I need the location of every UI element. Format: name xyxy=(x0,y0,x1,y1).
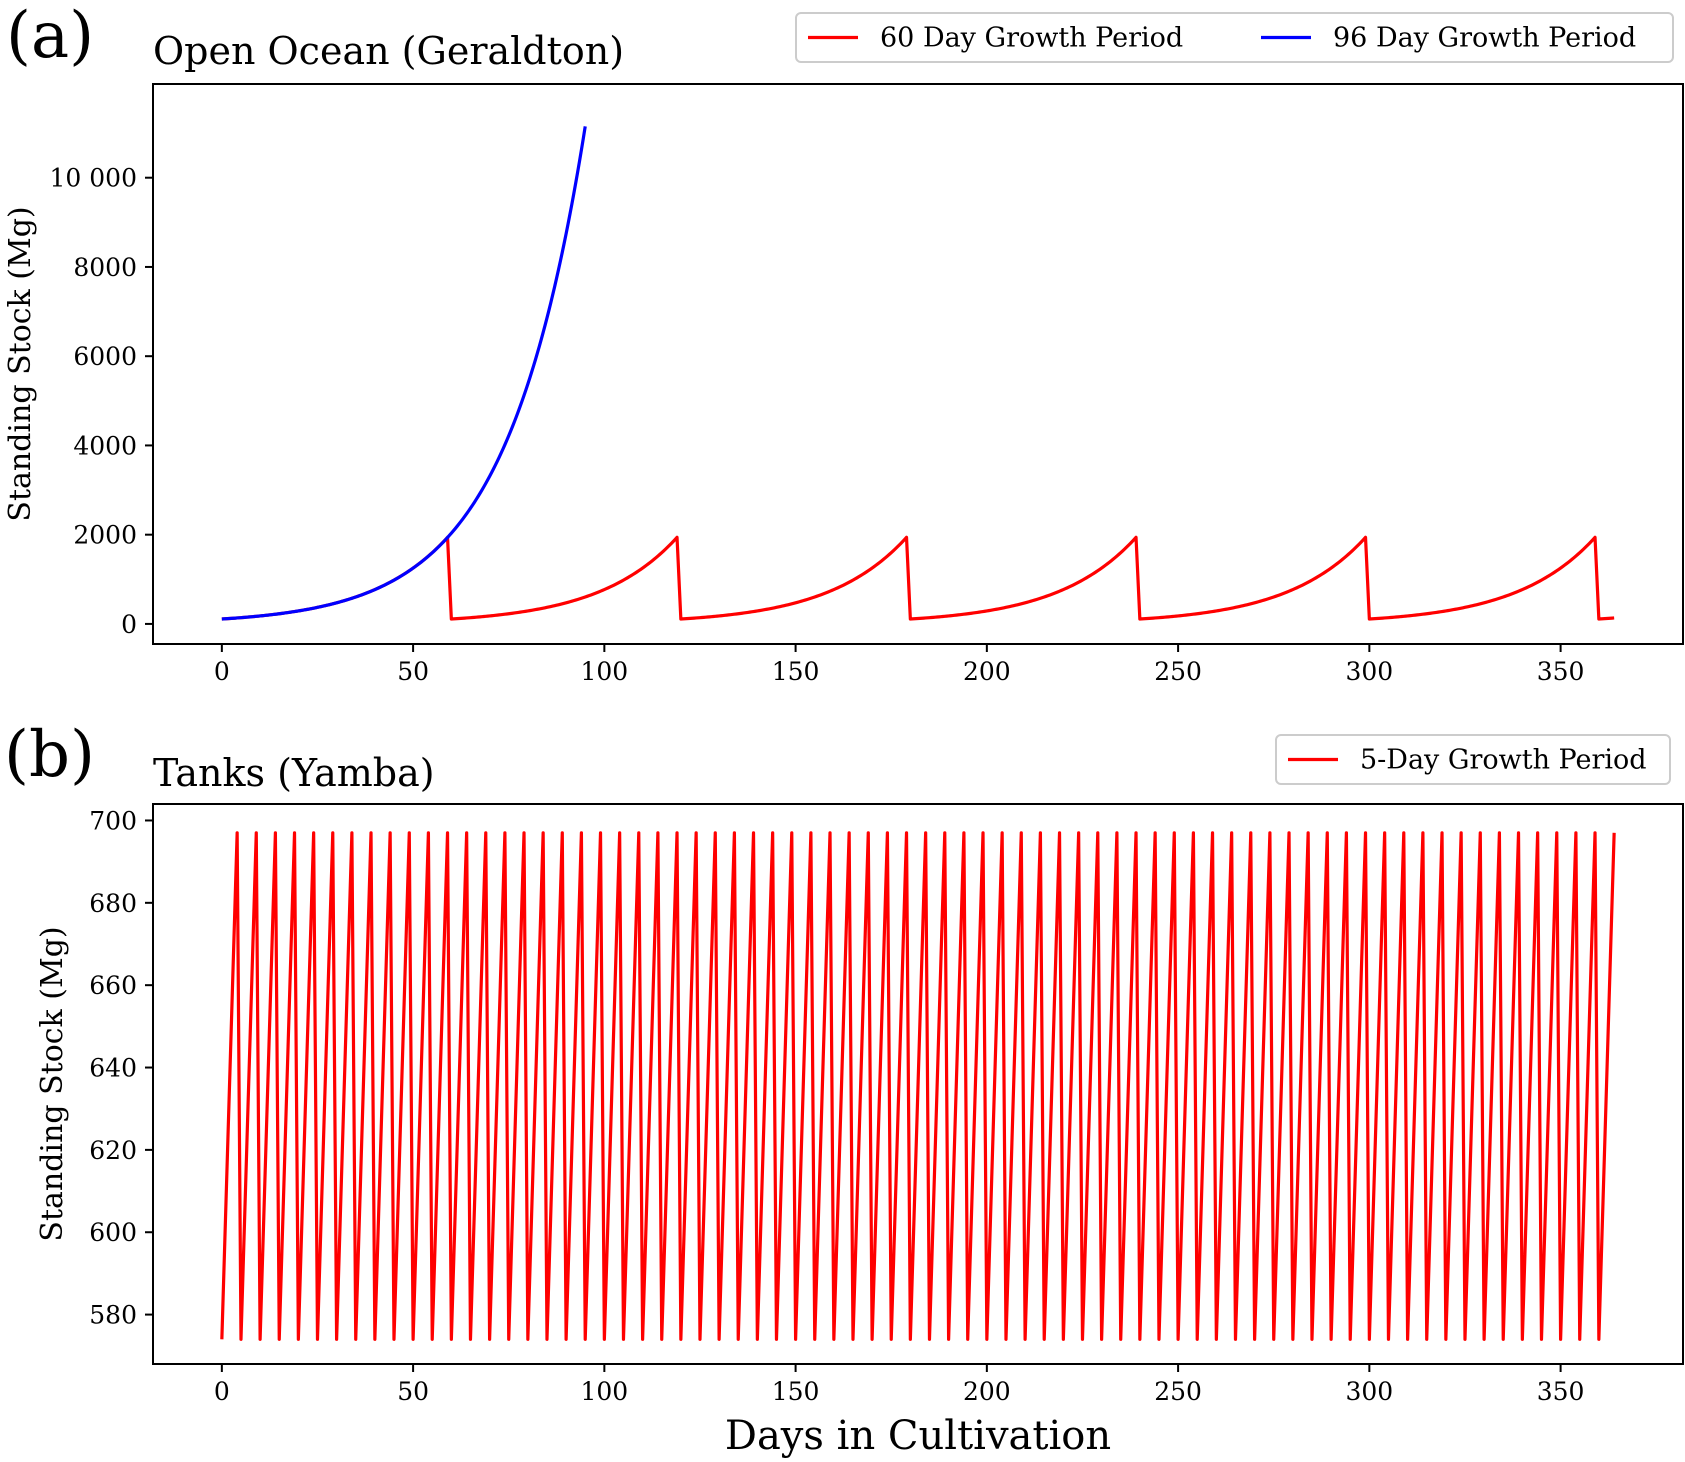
y-tick-label: 660 xyxy=(89,971,137,1000)
series-line-0 xyxy=(221,535,1615,621)
y-tick-label: 620 xyxy=(89,1136,137,1165)
y-tick-label: 680 xyxy=(89,889,137,918)
y-axis-label: Standing Stock (Mg) xyxy=(3,206,38,521)
chart-title: Open Ocean (Geraldton) xyxy=(153,29,624,73)
x-tick-label: 350 xyxy=(1537,1377,1585,1406)
y-tick-label: 6000 xyxy=(73,342,137,371)
y-tick-label: 580 xyxy=(89,1301,137,1330)
y-tick-label: 640 xyxy=(89,1054,137,1083)
x-tick-label: 250 xyxy=(1154,657,1202,686)
y-axis-label: Standing Stock (Mg) xyxy=(35,926,70,1241)
legend: 5-Day Growth Period xyxy=(1275,734,1671,785)
y-tick-label: 8000 xyxy=(73,253,137,282)
y-tick-label: 0 xyxy=(121,610,137,639)
panel-label: (b) xyxy=(4,718,95,792)
series-group xyxy=(221,126,1615,621)
plot-frame xyxy=(152,83,1684,645)
x-tick-label: 50 xyxy=(397,1377,429,1406)
series-line-1 xyxy=(221,126,587,621)
legend-label: 96 Day Growth Period xyxy=(1333,23,1636,54)
x-tick-label: 100 xyxy=(580,1377,628,1406)
x-tick-label: 150 xyxy=(772,1377,820,1406)
x-tick-label: 200 xyxy=(963,1377,1011,1406)
legend-box xyxy=(795,12,1674,63)
legend-label: 60 Day Growth Period xyxy=(880,23,1183,54)
x-tick-label: 0 xyxy=(214,657,230,686)
legend-box xyxy=(1275,734,1671,785)
x-tick-label: 350 xyxy=(1537,657,1585,686)
plot-frame xyxy=(152,803,1684,1365)
panel-label: (a) xyxy=(6,0,94,73)
x-tick-label: 300 xyxy=(1345,657,1393,686)
x-tick-label: 100 xyxy=(580,657,628,686)
y-tick-label: 10 000 xyxy=(50,164,137,193)
y-tick-label: 2000 xyxy=(73,521,137,550)
panel-a: (a) Open Ocean (Geraldton) 0 50 100 150 200 250… xyxy=(3,0,1684,686)
series-line-0 xyxy=(220,831,1616,1341)
x-tick-label: 150 xyxy=(772,657,820,686)
series-group xyxy=(220,831,1616,1341)
y-tick-label: 600 xyxy=(89,1218,137,1247)
panel-b: (b) Tanks (Yamba) 0 50 100 150 200 250 300 350 580… xyxy=(4,718,1684,1459)
x-axis-label: Days in Cultivation xyxy=(725,1413,1111,1459)
chart-title: Tanks (Yamba) xyxy=(153,751,435,795)
x-tick-label: 0 xyxy=(214,1377,230,1406)
legend-label: 5-Day Growth Period xyxy=(1360,745,1647,776)
y-tick-label: 700 xyxy=(89,806,137,835)
legend: 60 Day Growth Period 96 Day Growth Period xyxy=(795,12,1674,63)
x-tick-label: 300 xyxy=(1345,1377,1393,1406)
y-tick-label: 4000 xyxy=(73,431,137,460)
x-tick-label: 250 xyxy=(1154,1377,1202,1406)
x-tick-label: 200 xyxy=(963,657,1011,686)
x-tick-label: 50 xyxy=(397,657,429,686)
